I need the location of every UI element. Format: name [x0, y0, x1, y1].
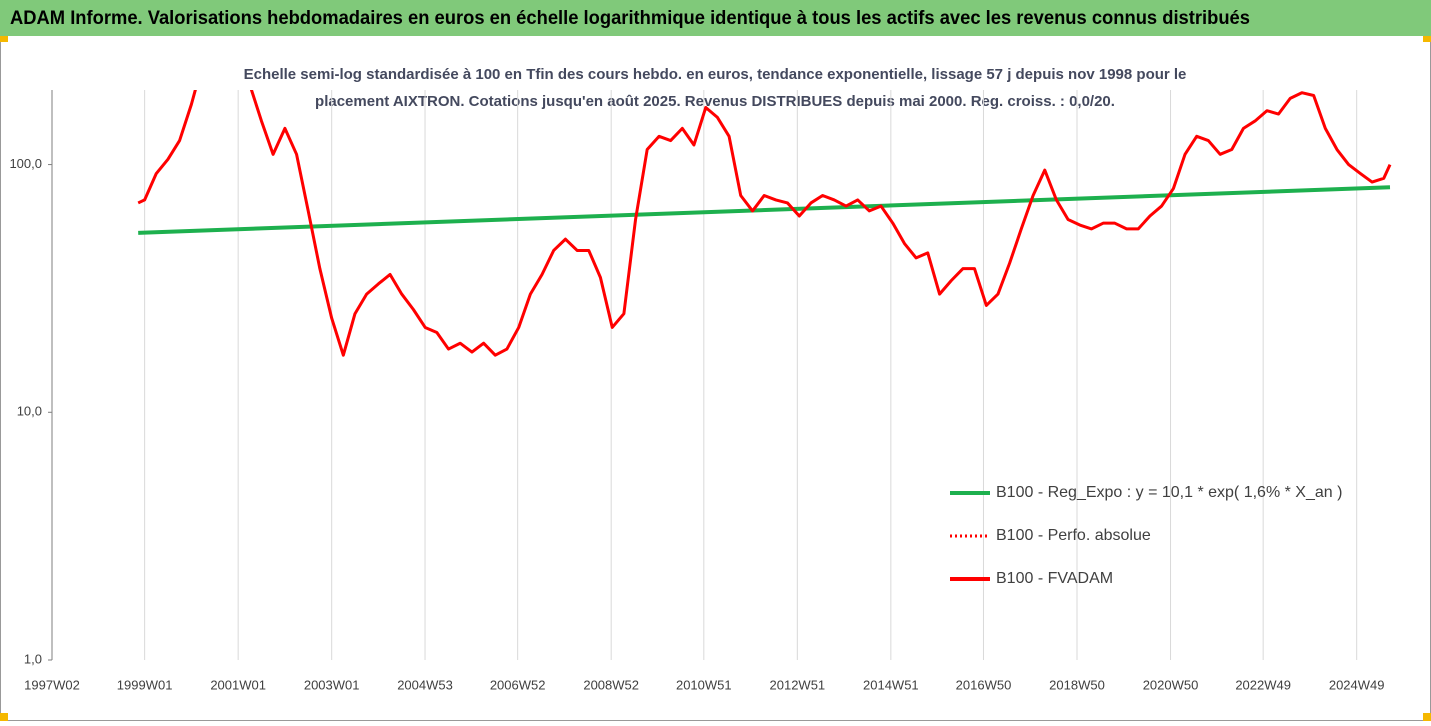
chart-subtitle: Echelle semi-log standardisée à 100 en T… [244, 66, 1187, 83]
x-tick-label: 2022W49 [1235, 677, 1291, 692]
data-line [137, 90, 1392, 357]
x-tick-label: 2010W51 [676, 677, 732, 692]
x-tick-label: 2020W50 [1143, 677, 1199, 692]
header-bar [0, 0, 1431, 36]
series [137, 90, 1392, 357]
x-tick-label: 2008W52 [583, 677, 639, 692]
x-tick-label: 2016W50 [956, 677, 1012, 692]
legend-label: B100 - Perfo. absolue [996, 527, 1151, 544]
x-tick-label: 2003W01 [304, 677, 360, 692]
corner [0, 36, 8, 42]
x-tick-label: 2024W49 [1329, 677, 1385, 692]
x-tick-label: 2012W51 [770, 677, 826, 692]
x-tick-label: 1999W01 [117, 677, 173, 692]
x-tick-label: 2014W51 [863, 677, 919, 692]
legend-label: B100 - Reg_Expo : y = 10,1 * exp( 1,6% *… [996, 484, 1342, 501]
chart-title: ADAM Informe. Valorisations hebdomadaire… [10, 8, 1250, 29]
x-tick-label: 2001W01 [210, 677, 266, 692]
x-tick-label: 2006W52 [490, 677, 546, 692]
x-tick-label: 2018W50 [1049, 677, 1105, 692]
corner [1423, 36, 1431, 42]
x-tick-label: 1997W02 [24, 677, 80, 692]
corner [0, 713, 8, 721]
data-line [138, 185, 1391, 235]
y-tick-label: 10,0 [17, 404, 42, 419]
series [138, 185, 1391, 235]
chart-subtitle: placement AIXTRON. Cotations jusqu'en ao… [315, 93, 1115, 110]
x-tick-label: 2004W53 [397, 677, 453, 692]
y-tick-label: 100,0 [9, 156, 42, 171]
y-tick-label: 1,0 [24, 651, 42, 666]
corner [1423, 713, 1431, 721]
legend-label: B100 - FVADAM [996, 570, 1113, 587]
